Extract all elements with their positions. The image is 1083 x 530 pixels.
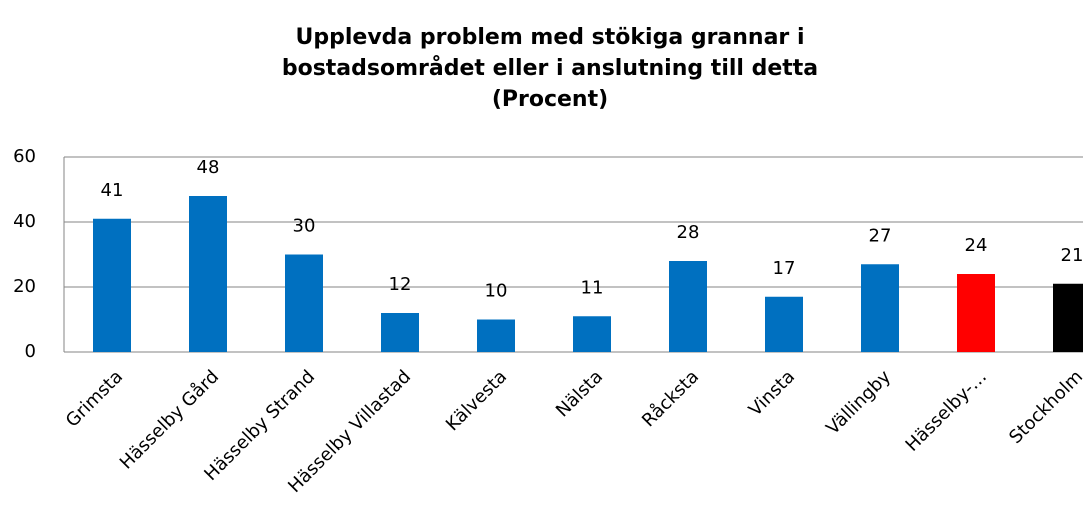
y-tick-label: 20 [13,276,36,297]
value-label: 24 [965,235,988,256]
x-tick-label: Vinsta [745,366,799,420]
x-tick-label: Grimsta [62,366,127,431]
bar [93,218,131,352]
bar [1053,283,1083,352]
bar [285,254,323,352]
value-label: 21 [1061,245,1083,266]
y-tick-label: 40 [13,211,36,232]
chart-subtitle: (Procent) [491,87,609,112]
bar [765,296,803,352]
value-label: 12 [389,274,412,295]
value-label: 11 [581,277,604,298]
x-tick-label: Hässelby Gård [116,366,223,473]
y-tick-label: 0 [25,341,36,362]
chart-title-block: Upplevda problem med stökiga grannar i b… [200,22,900,115]
value-label: 10 [485,281,508,302]
value-label: 41 [101,180,124,201]
bar [957,274,995,352]
bar [189,196,227,352]
x-tick-label: Råcksta [638,366,703,431]
chart-title: Upplevda problem med stökiga grannar i b… [281,25,819,81]
value-label: 27 [869,225,892,246]
value-label: 48 [197,157,220,178]
bar [381,313,419,352]
x-tick-label: Nälsta [552,366,607,421]
bar [573,316,611,352]
value-label: 30 [293,216,316,237]
bar [861,264,899,352]
y-tick-label: 60 [13,146,36,167]
x-tick-label: Hässelby-… [902,366,992,456]
x-tick-label: Stockholm [1005,366,1083,448]
x-tick-label: Vällingby [822,366,895,439]
bar [477,319,515,352]
value-label: 17 [773,258,796,279]
x-tick-label: Kälvesta [442,366,511,435]
value-label: 28 [677,222,700,243]
bar [669,261,707,352]
